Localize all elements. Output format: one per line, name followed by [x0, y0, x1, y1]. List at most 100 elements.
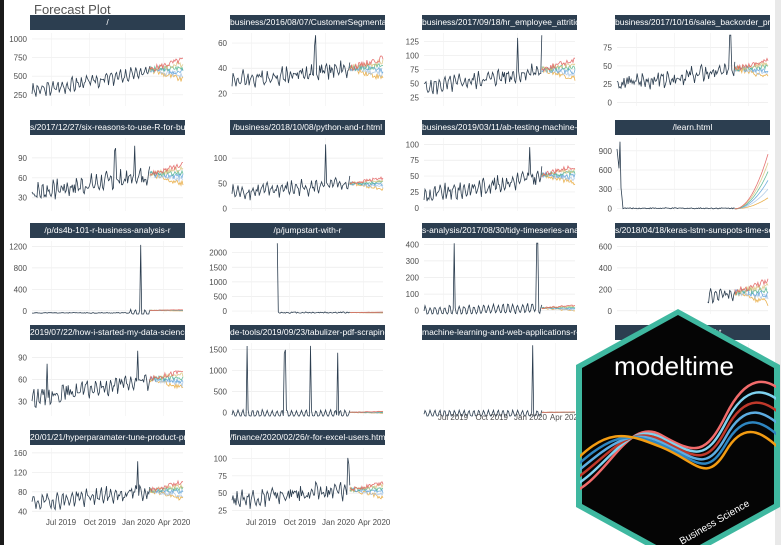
- facet-plot: [422, 325, 577, 420]
- actual-series-line: [424, 345, 542, 416]
- y-tick-label: 75: [218, 472, 227, 481]
- y-tick-label: 1500: [209, 263, 227, 272]
- y-tick-label: 125: [406, 37, 420, 46]
- y-tick-label: 60: [18, 174, 27, 183]
- facet-plot: 60 40 20: [230, 15, 385, 110]
- facet-plot: 100500: [230, 120, 385, 215]
- y-tick-label: 200: [599, 285, 613, 294]
- y-tick-label: 100: [406, 290, 420, 299]
- y-tick-label: 50: [410, 172, 419, 181]
- facet-panel: /1000 750 500 250: [30, 15, 185, 110]
- facet-panel: /learn.html 900 600 300 0: [615, 120, 770, 215]
- y-tick-label: 2000: [209, 249, 227, 258]
- y-tick-label: 600: [599, 242, 613, 251]
- y-tick-label: 600: [599, 166, 613, 175]
- y-tick-label: 25: [218, 507, 227, 516]
- y-tick-label: 1500: [209, 345, 227, 354]
- y-tick-label: 900: [599, 147, 613, 156]
- actual-series-line: [708, 288, 735, 303]
- facet-panel: business/2019/03/11/ab-testing-machine-l…: [422, 120, 577, 215]
- y-tick-label: 75: [603, 44, 612, 53]
- y-tick-label: 90: [18, 154, 27, 163]
- facet-panel: business/2016/08/07/CustomerSegmentation…: [230, 15, 385, 110]
- screen-edge-left: [0, 0, 4, 545]
- y-tick-label: 0: [223, 204, 228, 213]
- facet-plot: 150010005000: [230, 325, 385, 420]
- facet-panel: s-analysis/2017/08/30/tidy-timeseries-an…: [422, 223, 577, 318]
- y-tick-label: 50: [218, 179, 227, 188]
- actual-series-line: [32, 245, 150, 314]
- facet-plot: 6004002000: [615, 223, 770, 318]
- y-tick-label: 0: [223, 307, 228, 316]
- forecast-series-line: [735, 172, 768, 209]
- y-tick-label: 160: [14, 449, 28, 458]
- logo-name: modeltime: [614, 351, 734, 381]
- y-tick-label: 1000: [209, 278, 227, 287]
- facet-panel: /finance/2020/02/26/r-for-excel-users.ht…: [230, 430, 385, 525]
- y-tick-label: 500: [214, 388, 228, 397]
- facet-plot: 125100755025: [422, 15, 577, 110]
- actual-series-line: [424, 243, 542, 314]
- facet-plot: 90 60 30: [30, 325, 185, 420]
- modeltime-logo: modeltime Business Science: [566, 305, 781, 545]
- facet-plot: 7550250: [615, 15, 770, 110]
- y-tick-label: 400: [14, 285, 28, 294]
- y-tick-label: 60: [218, 39, 227, 48]
- y-tick-label: 90: [18, 354, 27, 363]
- y-tick-label: 25: [410, 188, 419, 197]
- y-tick-label: 100: [406, 51, 420, 60]
- facet-panel: s/2017/12/27/six-reasons-to-use-R-for-bu…: [30, 120, 185, 215]
- facet-plot: 90 60 30: [30, 120, 185, 215]
- facet-panel: s/2018/04/18/keras-lstm-sunspots-time-se…: [615, 223, 770, 318]
- facet-panel: 2019/07/22/how-i-started-my-data-science…: [30, 325, 185, 420]
- y-tick-label: 250: [14, 91, 28, 100]
- y-tick-label: 0: [608, 98, 613, 107]
- actual-series-line: [32, 146, 150, 200]
- y-tick-label: 400: [599, 264, 613, 273]
- y-tick-label: 100: [406, 140, 420, 149]
- y-tick-label: 30: [18, 397, 27, 406]
- y-tick-label: 1000: [9, 35, 27, 44]
- y-tick-label: 800: [14, 264, 28, 273]
- y-tick-label: 0: [415, 204, 420, 213]
- y-tick-label: 75: [410, 66, 419, 75]
- facet-plot: 100 75 50 25 0: [422, 120, 577, 215]
- actual-series-line: [277, 243, 350, 313]
- facet-panel: machine-learning-and-web-applications-r-…: [422, 325, 577, 420]
- y-tick-label: 0: [608, 204, 613, 213]
- y-tick-label: 25: [603, 80, 612, 89]
- actual-series-line: [617, 35, 735, 89]
- y-tick-label: 40: [218, 64, 227, 73]
- facet-panel: /business/2018/10/08/python-and-r.html 10…: [230, 120, 385, 215]
- y-tick-label: 300: [406, 257, 420, 266]
- facet-plot: 400 300 200 100 0: [422, 223, 577, 318]
- y-tick-label: 120: [14, 468, 28, 477]
- facet-plot: 1200 800 400 0: [30, 223, 185, 318]
- y-tick-label: 0: [223, 409, 228, 418]
- y-tick-label: 100: [214, 454, 228, 463]
- y-tick-label: 750: [14, 54, 28, 63]
- y-tick-label: 60: [18, 376, 27, 385]
- y-tick-label: 80: [18, 488, 27, 497]
- facet-plot: 9006003000: [615, 120, 770, 215]
- y-tick-label: 50: [410, 80, 419, 89]
- actual-series-line: [424, 147, 542, 201]
- actual-series-line: [232, 144, 350, 200]
- y-tick-label: 1200: [9, 242, 27, 251]
- actual-series-line: [32, 66, 150, 97]
- actual-series-line: [232, 458, 350, 509]
- y-tick-label: 30: [18, 194, 27, 203]
- y-tick-label: 0: [23, 307, 28, 316]
- y-tick-label: 20: [218, 89, 227, 98]
- actual-series-line: [32, 351, 150, 408]
- y-tick-label: 75: [410, 156, 419, 165]
- facet-plot: 1601208040: [30, 430, 185, 525]
- forecast-series-line: [350, 312, 383, 313]
- y-tick-label: 300: [599, 185, 613, 194]
- actual-series-line: [232, 346, 350, 416]
- y-tick-label: 500: [14, 72, 28, 81]
- facet-plot: 100755025: [230, 430, 385, 525]
- facet-panel: /p/jumpstart-with-r 2000 1500 1000 500 0: [230, 223, 385, 318]
- y-tick-label: 1000: [209, 366, 227, 375]
- facet-plot: 1000750500250: [30, 15, 185, 110]
